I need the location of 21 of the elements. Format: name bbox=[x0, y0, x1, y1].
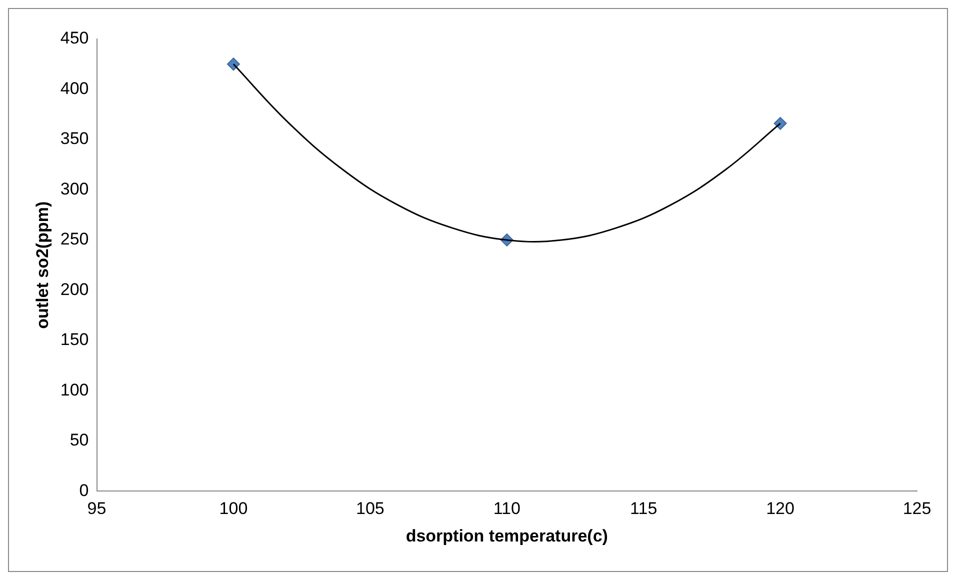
point bbox=[774, 116, 787, 130]
y-tick-label: 350 bbox=[60, 129, 89, 148]
y-tick-label: 150 bbox=[60, 330, 89, 350]
x-tick-label: 95 bbox=[87, 499, 106, 518]
x-tick-label: 120 bbox=[766, 499, 794, 518]
y-tick-label: 300 bbox=[60, 179, 89, 198]
y-tick-label: 250 bbox=[60, 230, 89, 249]
x-tick-label: 115 bbox=[630, 499, 658, 518]
x-axis-title: dsorption temperature(c) bbox=[406, 526, 608, 546]
y-tick-label: 450 bbox=[60, 28, 89, 48]
x-tick-label: 110 bbox=[493, 499, 520, 518]
y-axis-title: outlet so2(ppm) bbox=[32, 201, 52, 329]
y-tick-label: 400 bbox=[60, 78, 89, 98]
x-tick-label: 125 bbox=[902, 499, 932, 518]
point bbox=[226, 58, 240, 71]
x-tick-label: 105 bbox=[356, 499, 384, 518]
y-tick-label: 200 bbox=[60, 280, 89, 299]
x-tick-label: 100 bbox=[219, 499, 248, 518]
y-tick-label: 50 bbox=[70, 430, 89, 450]
y-tick-label: 100 bbox=[60, 380, 89, 400]
y-tick-label: 0 bbox=[79, 480, 89, 500]
